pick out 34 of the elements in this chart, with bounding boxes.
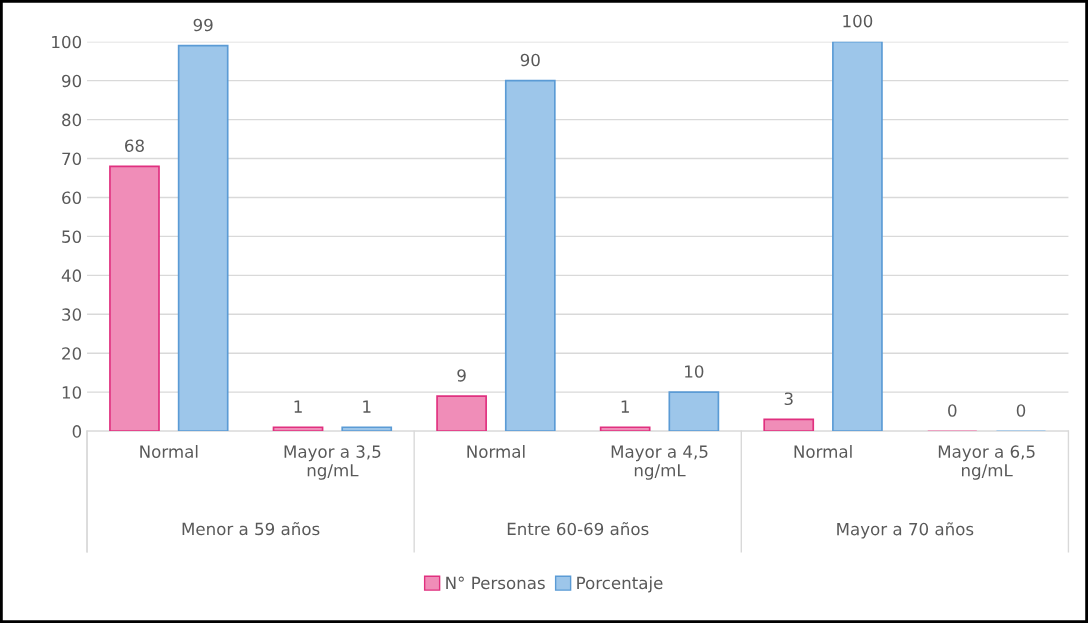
x-tick-label: Mayor a 6,5 ng/mL [938, 445, 1035, 480]
x-tick-label: Normal [794, 445, 852, 458]
y-tick-label: 50 [62, 230, 82, 243]
data-label: 1 [621, 400, 629, 413]
x-tick-label: Mayor a 4,5 ng/mL [611, 445, 708, 480]
data-label: 3 [784, 392, 793, 406]
y-tick-label: 70 [62, 152, 82, 166]
y-tick-label: 20 [62, 347, 82, 360]
data-label: 9 [457, 369, 466, 382]
x-tick-label: Mayor a 3,5 ng/mL [284, 445, 381, 480]
data-label: 0 [1016, 404, 1026, 417]
data-label: 100 [843, 14, 873, 28]
text: Menor a 59 años [182, 522, 320, 536]
x-tick-label: Normal [140, 445, 198, 458]
data-label: 10 [685, 365, 704, 378]
data-label: 0 [948, 404, 957, 417]
y-tick-label: 100 [52, 35, 82, 49]
y-tick-label: 60 [62, 191, 82, 205]
text: Mayor a 70 años [837, 522, 974, 539]
y-tick-label: 90 [62, 74, 82, 88]
data-label: 99 [193, 18, 213, 32]
y-tick-label: 10 [62, 386, 82, 399]
y-tick-label: 0 [72, 425, 82, 438]
data-label: 1 [363, 400, 371, 413]
y-tick-label: 80 [62, 113, 82, 127]
y-tick-label: 30 [62, 308, 82, 321]
legend-label: Porcentaje [577, 576, 663, 593]
data-label: 1 [294, 400, 302, 413]
data-label: 90 [520, 53, 540, 67]
y-tick-label: 40 [61, 269, 82, 282]
x-tick-label: Normal [467, 445, 525, 458]
data-label: 68 [125, 139, 144, 152]
legend-label: N° Personas [446, 576, 545, 590]
text: Entre 60-69 años [507, 522, 649, 536]
